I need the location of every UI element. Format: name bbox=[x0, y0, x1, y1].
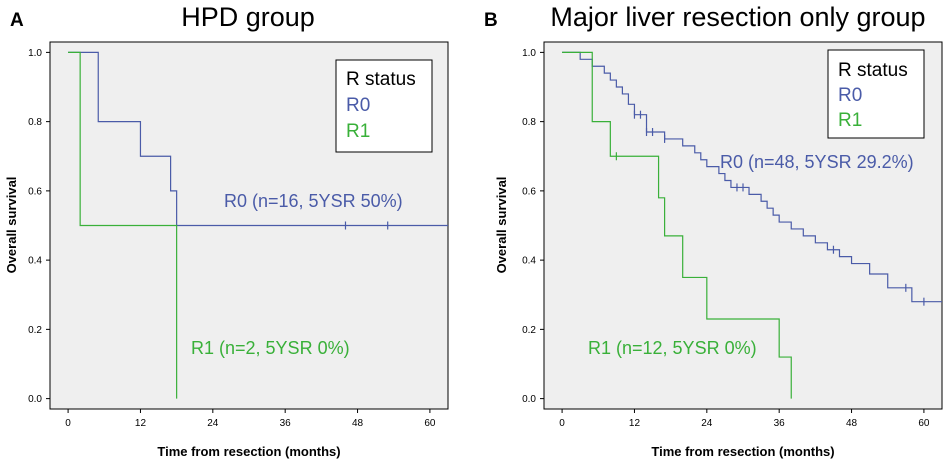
panel-a-r0-survival-curve bbox=[68, 51, 448, 227]
panel-b-x-tick-label: 0 bbox=[559, 418, 565, 429]
panel-a-marks: 0 12 24 36 48 60 0.0 0.2 0.4 0.6 0.8 1.0 bbox=[28, 48, 448, 429]
panel-a-x-tick-label: 36 bbox=[280, 418, 292, 429]
panel-b-legend-r0: R0 bbox=[838, 85, 862, 106]
panel-b-title: Major liver resection only group bbox=[550, 2, 925, 32]
panel-a-legend-box bbox=[335, 59, 433, 153]
panel-a-y-tick-label: 0.0 bbox=[28, 394, 42, 405]
panel-a-x-tick-label: 60 bbox=[424, 418, 436, 429]
panel-a-y-tick-label: 1.0 bbox=[28, 48, 42, 59]
panel-b-x-tick-label: 60 bbox=[918, 418, 930, 429]
panel-b-letter: B bbox=[484, 10, 498, 31]
panel-b-legend-r1: R1 bbox=[838, 110, 862, 131]
panel-a-annotation-r1: R1 (n=2, 5YSR 0%) bbox=[191, 338, 350, 358]
panel-a-x-tick-label: 0 bbox=[65, 418, 71, 429]
panel-b-legend-title: R status bbox=[838, 60, 908, 81]
panel-a-legend-title: R status bbox=[346, 69, 416, 90]
panel-a-y-axis-title: Overall survival bbox=[4, 177, 19, 274]
panel-b-y-tick-label: 1.0 bbox=[522, 48, 536, 59]
panel-b-y-axis-title: Overall survival bbox=[494, 177, 509, 274]
panel-a-legend-r1: R1 bbox=[346, 121, 370, 142]
panel-a-r1-survival-curve bbox=[68, 51, 178, 399]
panel-b-annotation-r0: R0 (n=48, 5YSR 29.2%) bbox=[720, 152, 914, 172]
panel-a-title: HPD group bbox=[181, 2, 315, 32]
panel-a-y-tick-label: 0.2 bbox=[28, 325, 42, 336]
panel-b-y-tick-label: 0.2 bbox=[522, 325, 536, 336]
panel-b-legend-box bbox=[827, 49, 925, 139]
panel-a-letter: A bbox=[10, 10, 24, 31]
panel-b-x-tick-label: 48 bbox=[846, 418, 858, 429]
panel-b-x-tick-label: 36 bbox=[774, 418, 786, 429]
panel-b-x-tick-label: 24 bbox=[701, 418, 713, 429]
panel-a-y-tick-label: 0.6 bbox=[28, 186, 42, 197]
panel-b-y-tick-label: 0.8 bbox=[522, 117, 536, 128]
panel-a-legend: R status R0 R1 bbox=[335, 59, 433, 153]
panel-b-y-tick-label: 0.4 bbox=[522, 256, 536, 267]
panel-b-marks: 0 12 24 36 48 60 0.0 0.2 0.4 0.6 0.8 1.0 bbox=[522, 48, 942, 429]
panel-b-y-tick-label: 0.0 bbox=[522, 394, 536, 405]
panel-a-y-tick-label: 0.8 bbox=[28, 117, 42, 128]
panel-a-annotation-r0: R0 (n=16, 5YSR 50%) bbox=[224, 191, 403, 211]
panel-b-x-axis-title: Time from resection (months) bbox=[651, 444, 834, 459]
panel-a-x-axis-title: Time from resection (months) bbox=[157, 444, 340, 459]
panel-b: B Major liver resection only group 0 12 24… bbox=[484, 2, 943, 459]
panel-a-x-tick-label: 48 bbox=[352, 418, 364, 429]
panel-b-y-tick-label: 0.6 bbox=[522, 186, 536, 197]
panel-a-y-tick-label: 0.4 bbox=[28, 256, 42, 267]
panel-b-legend: R status R0 R1 bbox=[827, 49, 925, 139]
panel-b-annotation-r1: R1 (n=12, 5YSR 0%) bbox=[588, 338, 757, 358]
panel-a-legend-r0: R0 bbox=[346, 95, 370, 116]
panel-a-x-tick-label: 12 bbox=[135, 418, 147, 429]
panel-b-x-tick-label: 12 bbox=[629, 418, 641, 429]
panel-b-r1-survival-curve bbox=[562, 51, 792, 399]
panel-a: A HPD group 0 12 24 36 48 60 0.0 0.2 0.4 0.6 0.8 1.… bbox=[4, 2, 449, 459]
panel-a-x-tick-label: 24 bbox=[207, 418, 219, 429]
